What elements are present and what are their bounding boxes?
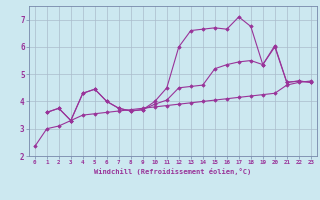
X-axis label: Windchill (Refroidissement éolien,°C): Windchill (Refroidissement éolien,°C) — [94, 168, 252, 175]
